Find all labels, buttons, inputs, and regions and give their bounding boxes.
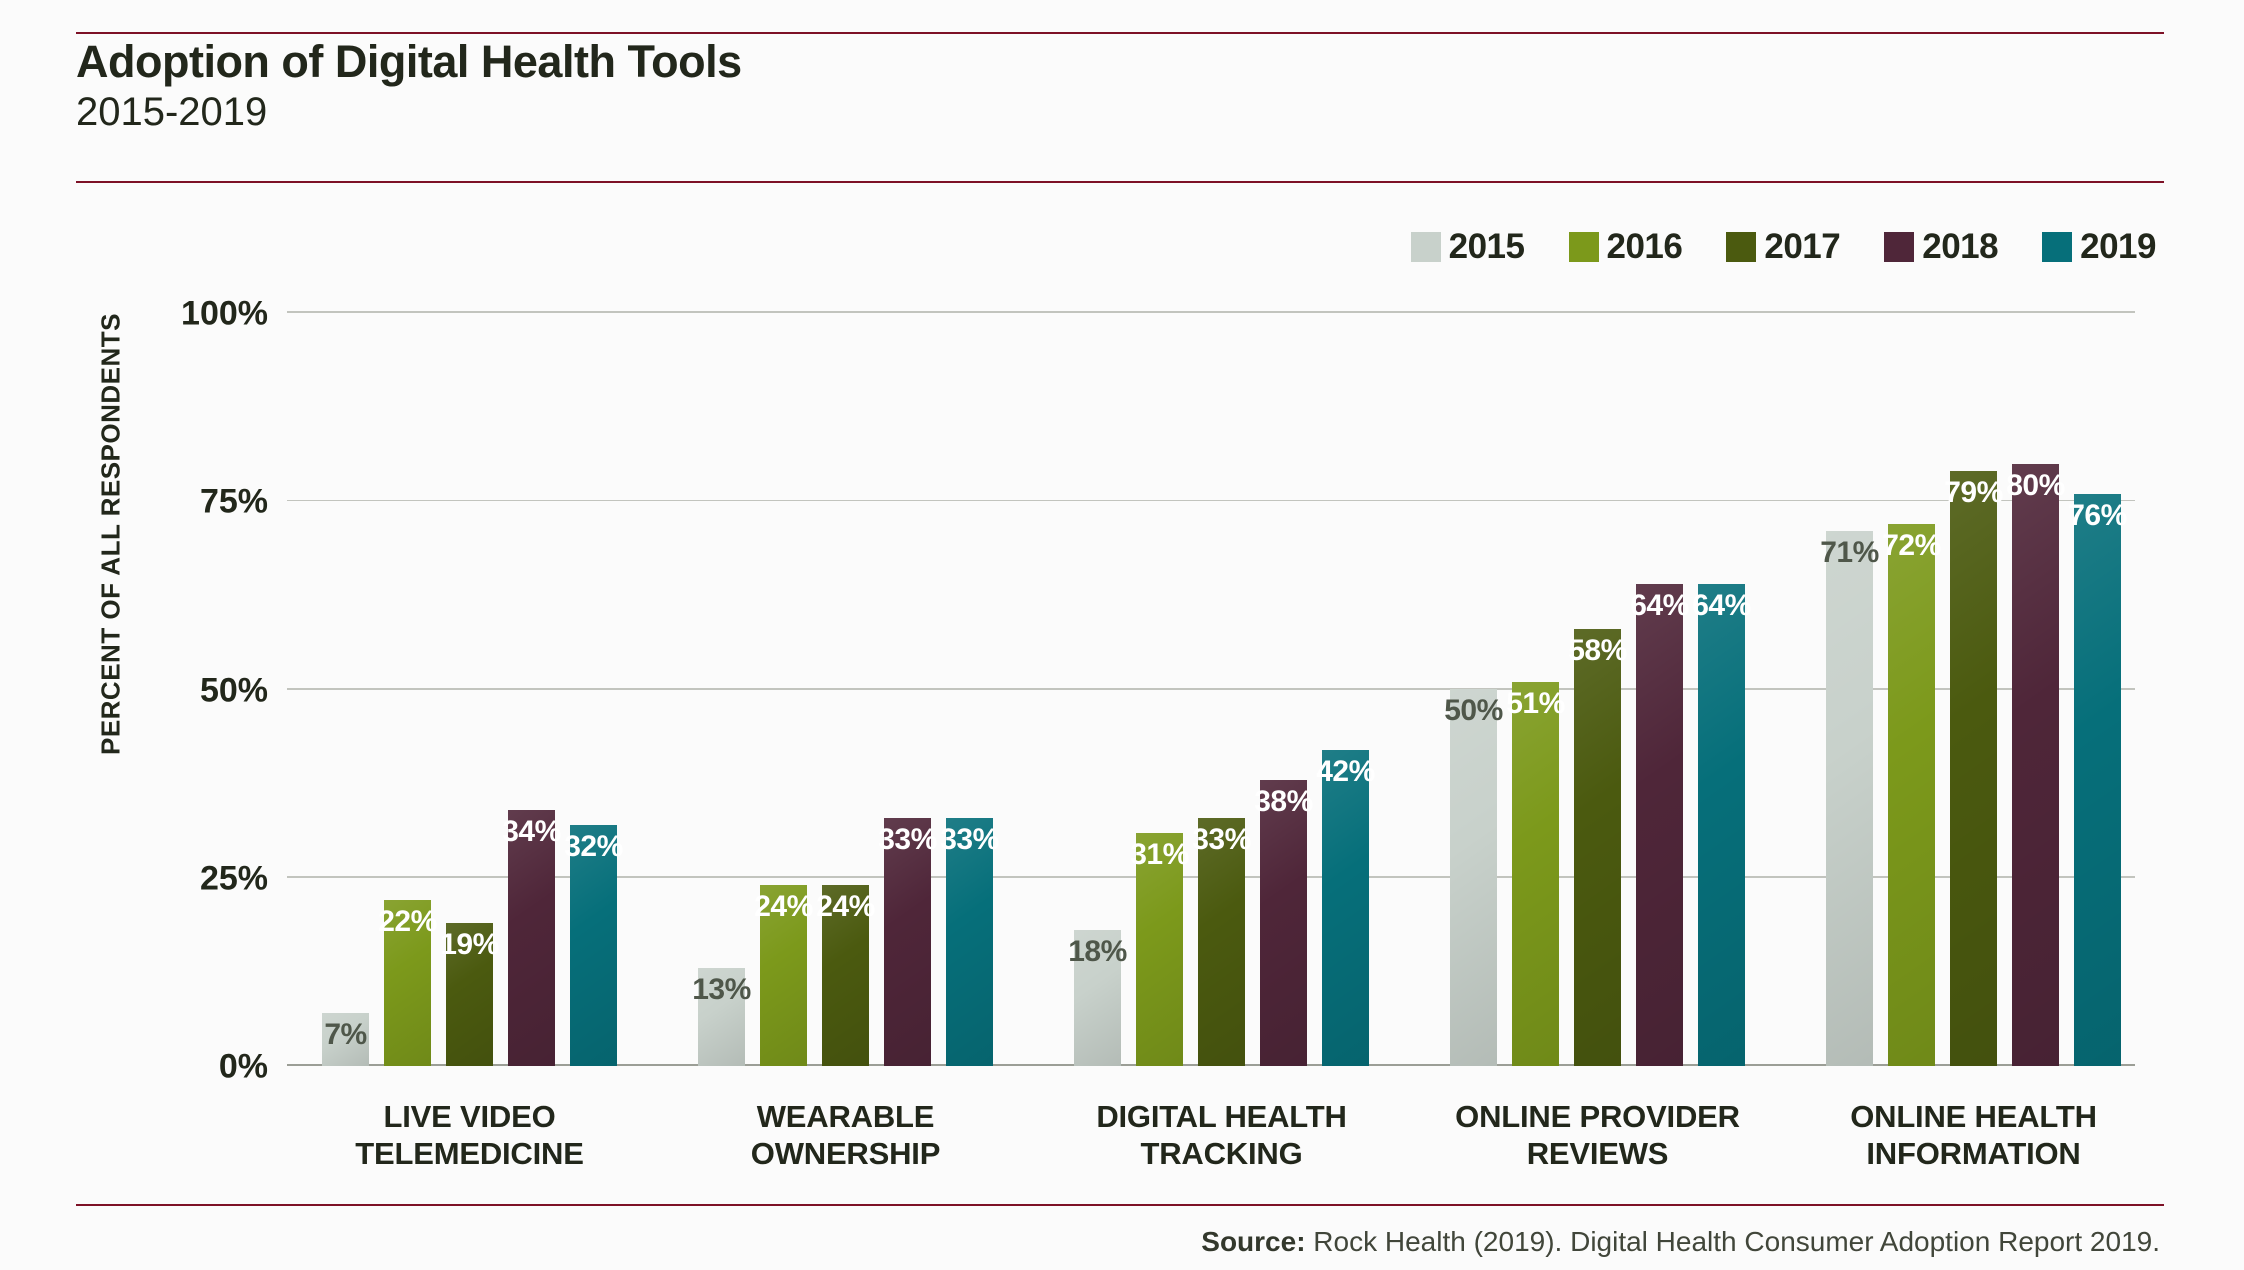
bar-value-label: 72%: [1882, 529, 1941, 562]
bar-2017: 79%: [1944, 471, 2003, 1066]
top-accent-rule: [76, 32, 2164, 34]
bar-value-label: 24%: [754, 890, 813, 923]
bar-2018: 33%: [878, 818, 937, 1066]
bar-2019: 42%: [1316, 750, 1375, 1066]
page-title: Adoption of Digital Health Tools: [76, 36, 742, 87]
bar-2019: 33%: [940, 818, 999, 1066]
legend-item-2015: 2015: [1410, 227, 1525, 267]
legend-swatch-2016: [1568, 232, 1599, 262]
bar-2016: 51%: [1506, 682, 1565, 1066]
bottom-accent-rule: [76, 1204, 2164, 1206]
category-label-2: WEARABLE OWNERSHIP: [750, 1099, 941, 1171]
bar-2015: 71%: [1820, 531, 1879, 1066]
bar-value-label: 7%: [324, 1018, 367, 1051]
bar-value-label: 32%: [564, 830, 623, 863]
bar-value-label: 31%: [1130, 838, 1189, 871]
y-tick-label-100: 100%: [181, 294, 268, 333]
legend-swatch-2019: [2042, 232, 2073, 262]
bar-value-label: 50%: [1444, 694, 1503, 727]
title-divider-rule: [76, 181, 2164, 183]
y-tick-label-0: 0%: [218, 1047, 268, 1086]
source-line: Source: Rock Health (2019). Digital Heal…: [1201, 1226, 2160, 1258]
bar-value-label: 34%: [502, 815, 561, 848]
bar-2016: 24%: [754, 885, 813, 1066]
legend-swatch-2017: [1726, 232, 1757, 262]
bar-value-label: 51%: [1506, 687, 1565, 720]
bar-value-label: 19%: [440, 928, 499, 961]
bar-value-label: 33%: [940, 823, 999, 856]
bar-value-label: 33%: [878, 823, 937, 856]
bar-value-label: 18%: [1068, 935, 1127, 968]
category-label-4: ONLINE PROVIDER REVIEWS: [1455, 1099, 1740, 1171]
bar-2018: 64%: [1630, 584, 1689, 1066]
bar-value-label: 24%: [816, 890, 875, 923]
bar-2017: 33%: [1192, 818, 1251, 1066]
legend-item-2017: 2017: [1726, 227, 1841, 267]
bar-2019: 76%: [2068, 494, 2127, 1066]
category-label-3: DIGITAL HEALTH TRACKING: [1096, 1099, 1347, 1171]
bar-value-label: 58%: [1568, 634, 1627, 667]
bar-value-label: 42%: [1316, 755, 1375, 788]
bar-group-5: 71% 72% 79% 80% 76%: [1820, 313, 2127, 1066]
legend-item-2019: 2019: [2042, 227, 2156, 267]
category-label-1: LIVE VIDEO TELEMEDICINE: [355, 1099, 584, 1171]
bar-2017: 24%: [816, 885, 875, 1066]
legend-label-2015: 2015: [1448, 227, 1525, 266]
source-text: Rock Health (2019). Digital Health Consu…: [1305, 1226, 2160, 1257]
legend-label-2016: 2016: [1606, 227, 1683, 266]
bar-value-label: 64%: [1692, 589, 1751, 622]
plot-area: 0% 25% 50% 75% 100% 7% 22% 19% 34% 32% 13% 24% 24% 33…: [181, 295, 2135, 1086]
bar-2019: 64%: [1692, 584, 1751, 1066]
bar-value-label: 80%: [2006, 469, 2065, 502]
legend-item-2018: 2018: [1884, 227, 1999, 267]
legend-item-2016: 2016: [1568, 227, 1683, 267]
bar-value-label: 76%: [2068, 499, 2127, 532]
bar-2018: 80%: [2006, 464, 2065, 1066]
bar-2018: 38%: [1254, 780, 1313, 1066]
bar-2018: 34%: [502, 810, 561, 1066]
bar-group-1: 7% 22% 19% 34% 32%: [322, 313, 623, 1066]
gridline-50: [287, 687, 2135, 690]
bar-2017: 19%: [440, 923, 499, 1066]
legend-swatch-2018: [1884, 232, 1915, 262]
bar-2015: 18%: [1068, 930, 1127, 1066]
bar-group-4: 50% 51% 58% 64% 64%: [1444, 313, 1751, 1066]
bar-value-label: 13%: [692, 973, 751, 1006]
legend-label-2019: 2019: [2080, 227, 2156, 266]
bar-2015: 50%: [1444, 689, 1503, 1066]
bar-2016: 72%: [1882, 524, 1941, 1066]
chart-legend: 2015 2016 2017 2018 2019: [1410, 227, 2156, 267]
bar-value-label: 33%: [1192, 823, 1251, 856]
source-label: Source:: [1201, 1226, 1306, 1257]
bar-group-3: 18% 31% 33% 38% 42%: [1068, 313, 1375, 1066]
legend-swatch-2015: [1410, 232, 1441, 262]
bar-2015: 13%: [692, 968, 751, 1066]
header: Adoption of Digital Health Tools 2015-20…: [76, 36, 742, 136]
bar-2017: 58%: [1568, 629, 1627, 1066]
y-tick-label-50: 50%: [199, 671, 268, 709]
gridline-75: [287, 499, 2135, 502]
y-tick-label-75: 75%: [199, 482, 268, 521]
bar-2015: 7%: [322, 1013, 369, 1066]
legend-label-2018: 2018: [1922, 227, 1999, 266]
bar-2016: 31%: [1130, 833, 1189, 1066]
page-subtitle: 2015-2019: [76, 89, 268, 134]
bar-2019: 32%: [564, 825, 623, 1066]
bar-group-2: 13% 24% 24% 33% 33%: [692, 313, 999, 1066]
bar-value-label: 38%: [1254, 785, 1313, 818]
y-tick-label-25: 25%: [199, 859, 268, 898]
legend-label-2017: 2017: [1764, 227, 1841, 266]
gridline-100: [287, 311, 2135, 313]
category-label-5: ONLINE HEALTH INFORMATION: [1850, 1099, 2097, 1171]
bar-value-label: 22%: [378, 905, 437, 938]
bar-value-label: 64%: [1630, 589, 1689, 622]
bar-value-label: 79%: [1944, 476, 2003, 509]
bar-value-label: 71%: [1820, 536, 1879, 569]
bar-2016: 22%: [378, 900, 437, 1066]
